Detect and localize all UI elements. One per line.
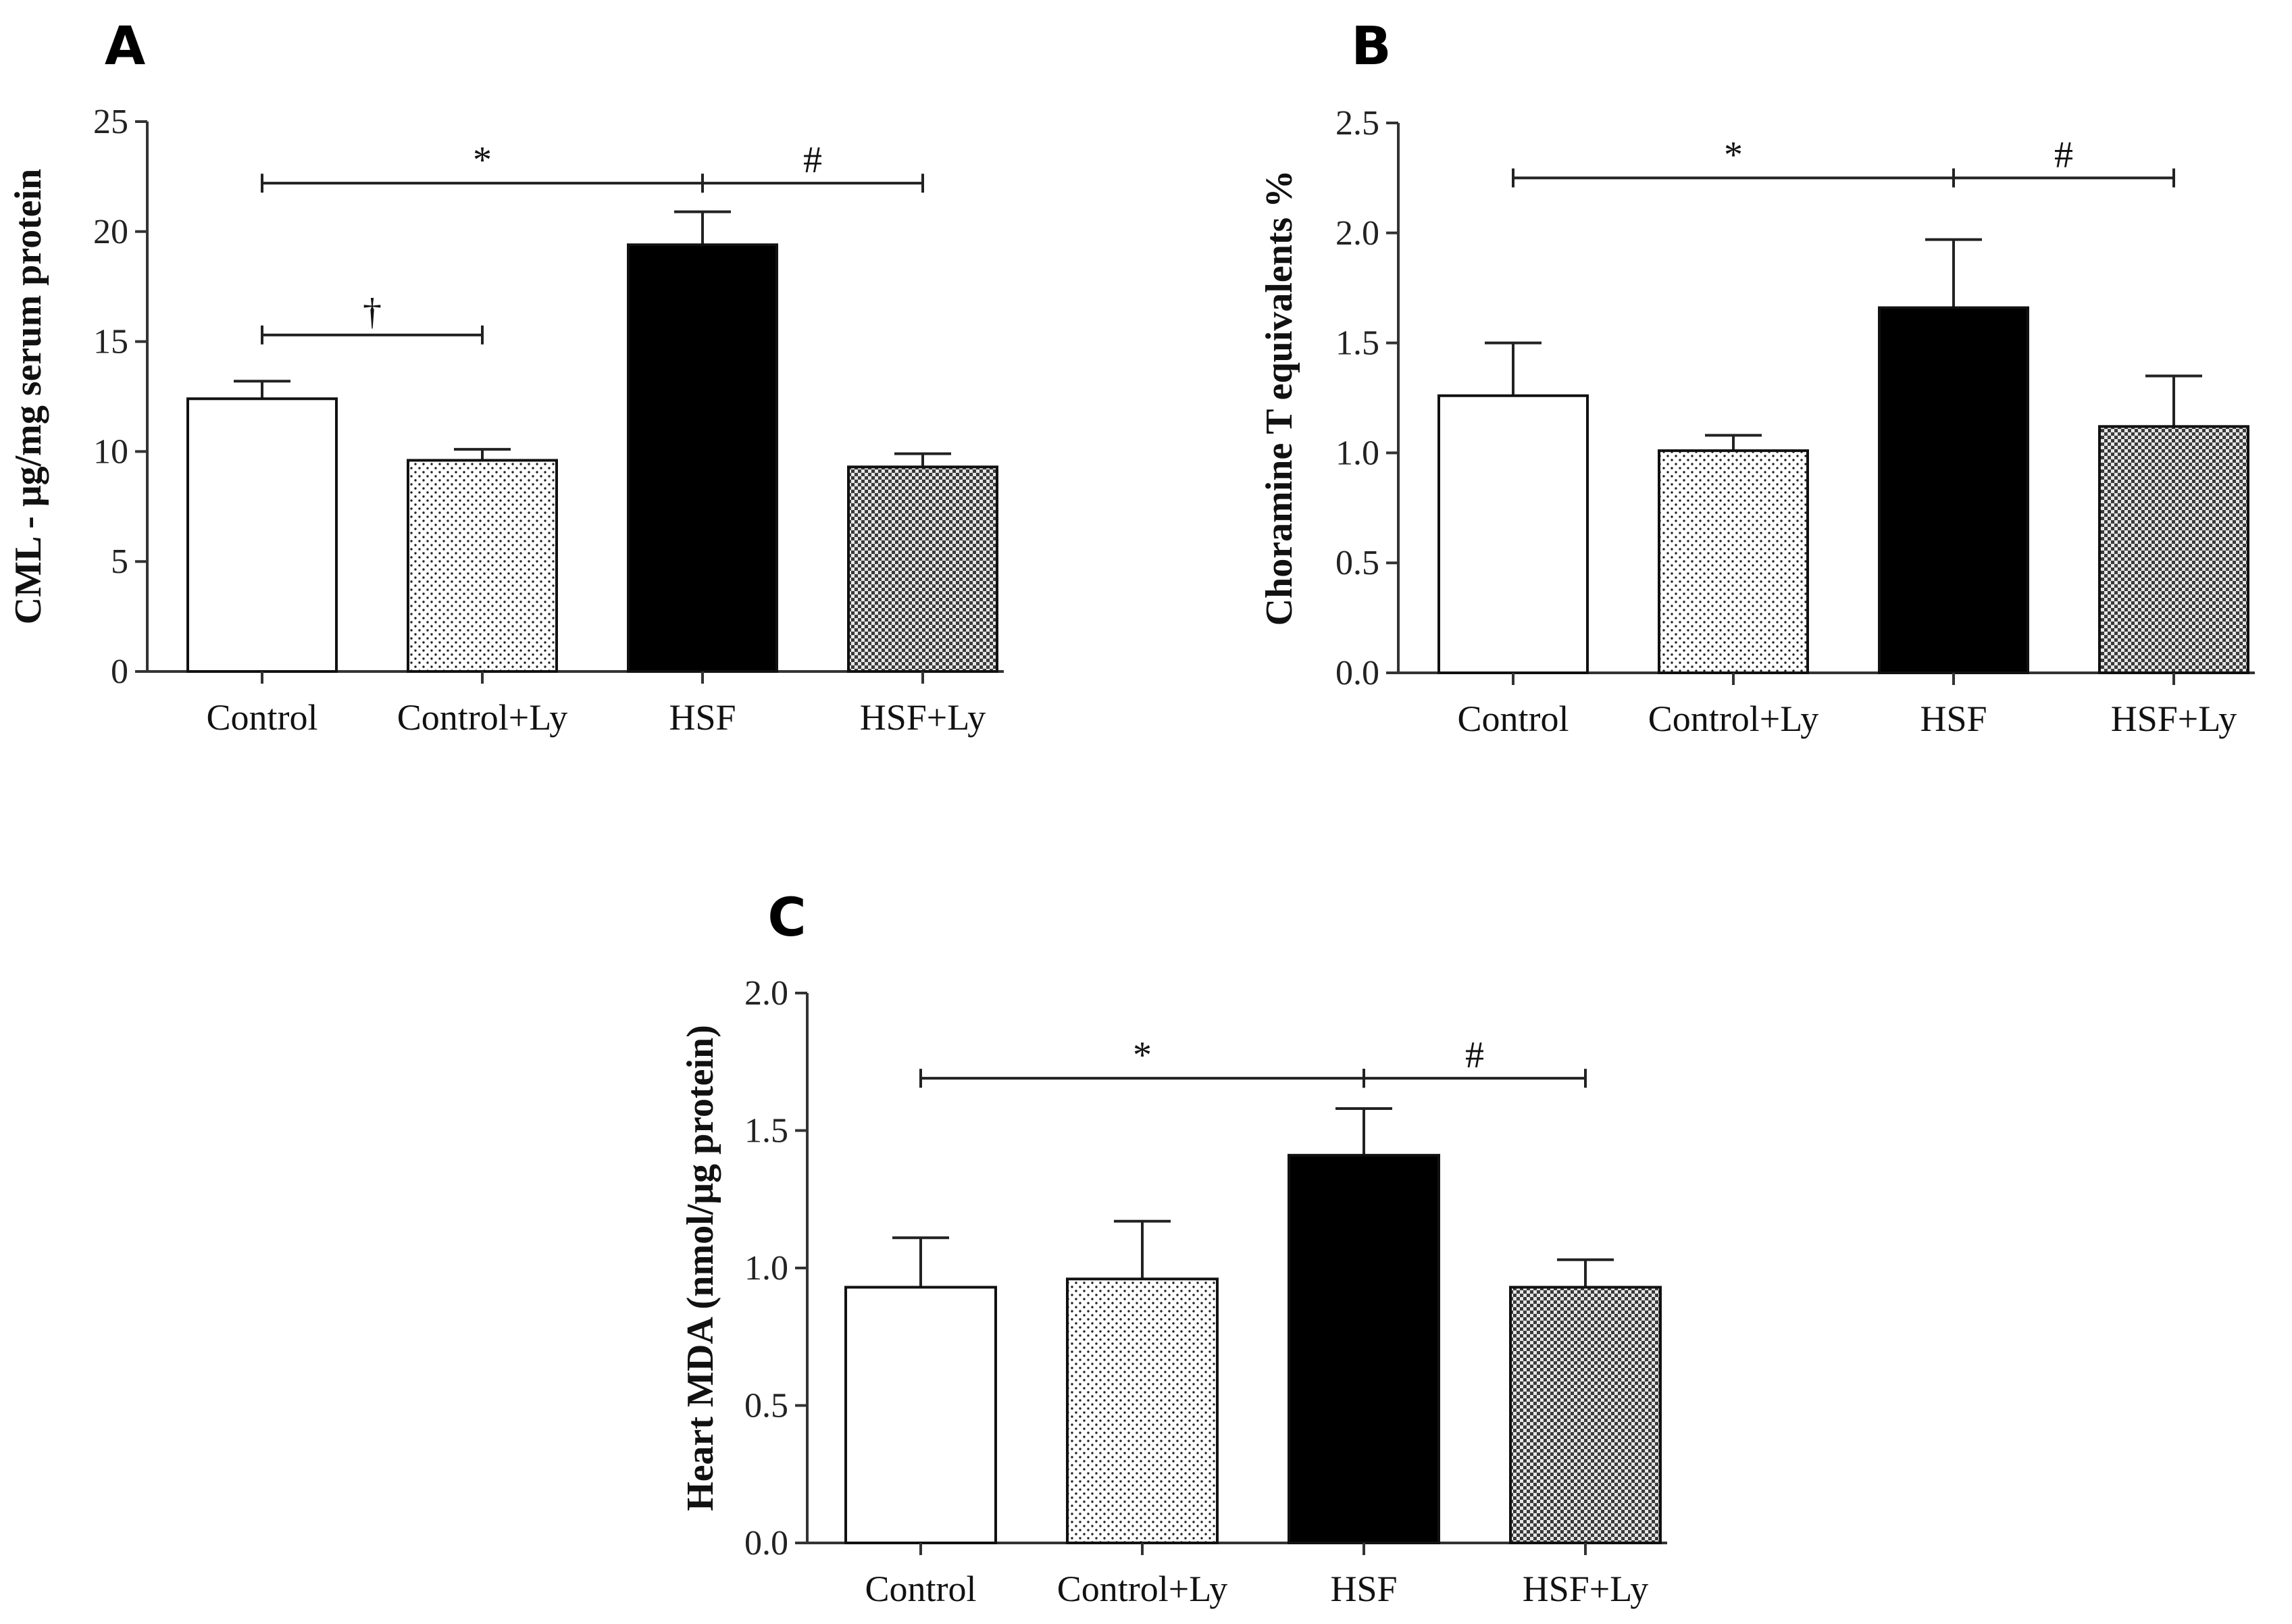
chart-c: C 0.0 0.5 1.0 1.5 2.0 Heart MDA (nmol/μg prote… [680, 888, 1667, 1609]
bar [407, 459, 558, 673]
bar [1509, 1286, 1662, 1544]
significance-label: # [2054, 134, 2073, 176]
panel-letter: B [1351, 16, 1391, 77]
significance-bracket: # [701, 139, 924, 193]
y-axis-label: CML - μg/mg serum protein [7, 169, 49, 625]
bar [1658, 449, 1809, 674]
x-tick-label: HSF+Ly [2111, 699, 2237, 739]
y-tick-label: 2.0 [1335, 214, 1379, 253]
bar [1288, 1154, 1440, 1544]
y-tick-label: 0.5 [1335, 544, 1379, 582]
panel-b: B 0.0 0.5 1.0 1.5 2.0 2.5 Choramine T equivalen… [1236, 0, 2292, 777]
y-tick-label: 2.0 [744, 974, 788, 1013]
significance-label: * [473, 139, 492, 181]
y-tick-label: 20 [93, 213, 128, 251]
bar [2098, 425, 2249, 674]
y-tick-label: 5 [111, 542, 128, 581]
x-tick-label: Control [865, 1569, 976, 1609]
y-tick-label: 0.0 [744, 1524, 788, 1563]
bar [1437, 394, 1589, 675]
significance-label: * [1724, 134, 1743, 176]
bar [847, 465, 998, 674]
x-tick-label: Control [1457, 699, 1569, 739]
significance-bracket: # [1952, 134, 2175, 188]
y-tick-label: 1.0 [744, 1249, 788, 1288]
y-tick-label: 2.5 [1335, 104, 1379, 143]
significance-label: † [363, 291, 382, 333]
y-tick-label: 25 [93, 103, 128, 141]
significance-label: * [1133, 1034, 1152, 1076]
y-tick-label: 15 [93, 323, 128, 361]
x-tick-label: Control+Ly [1057, 1569, 1227, 1609]
y-tick-label: 1.0 [1335, 434, 1379, 472]
x-tick-label: HSF [1330, 1569, 1397, 1609]
significance-bracket: * [1512, 134, 1955, 188]
panel-letter: C [767, 888, 806, 948]
y-tick-label: 10 [93, 432, 128, 471]
y-tick-label: 1.5 [744, 1112, 788, 1150]
y-tick-label: 0.5 [744, 1387, 788, 1425]
panel-c: C 0.0 0.5 1.0 1.5 2.0 Heart MDA (nmol/μg prote… [648, 871, 1864, 1624]
significance-bracket: † [261, 291, 484, 345]
x-tick-label: Control+Ly [397, 697, 567, 738]
x-tick-label: HSF [1920, 699, 1987, 739]
y-axis-label: Heart MDA (nmol/μg protein) [680, 1025, 721, 1511]
bar [186, 397, 338, 673]
panel-a: A 0 5 10 15 20 25 CML - μg/mg serum protein Cont… [0, 0, 1142, 777]
significance-label: # [1465, 1034, 1484, 1076]
bar [844, 1286, 997, 1544]
x-tick-label: HSF+Ly [1523, 1569, 1649, 1609]
significance-bracket: * [261, 139, 704, 193]
x-tick-label: HSF [669, 697, 736, 738]
x-tick-label: Control+Ly [1648, 699, 1818, 739]
bar [627, 243, 778, 673]
y-tick-label: 0 [111, 653, 128, 691]
significance-bracket: # [1363, 1034, 1587, 1088]
bar [1066, 1277, 1219, 1545]
x-tick-label: Control [206, 697, 317, 738]
panel-letter: A [105, 16, 145, 77]
y-axis-label: Choramine T equivalents % [1258, 170, 1300, 626]
x-tick-label: HSF+Ly [860, 697, 986, 738]
chart-a: A 0 5 10 15 20 25 CML - μg/mg serum protein Cont… [7, 16, 1004, 738]
chart-b: B 0.0 0.5 1.0 1.5 2.0 2.5 Choramine T equivalen… [1258, 16, 2255, 739]
bar [1878, 306, 2029, 674]
y-tick-label: 0.0 [1335, 654, 1379, 692]
significance-label: # [803, 139, 822, 181]
significance-bracket: * [919, 1034, 1365, 1088]
y-tick-label: 1.5 [1335, 324, 1379, 363]
